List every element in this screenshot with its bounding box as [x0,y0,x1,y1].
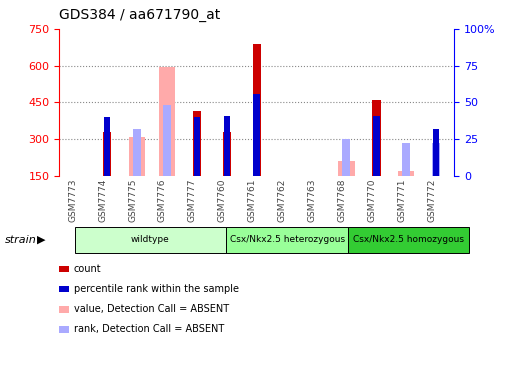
Text: strain: strain [5,235,37,245]
Bar [129,137,146,176]
Text: ▶: ▶ [37,235,45,245]
Text: wildtype: wildtype [131,235,170,244]
Bar [163,105,171,176]
Bar [338,161,354,176]
Bar [223,116,230,176]
Text: rank, Detection Call = ABSENT: rank, Detection Call = ABSENT [74,324,224,335]
Bar [103,132,111,176]
Text: count: count [74,264,102,274]
Bar [432,144,440,176]
Text: GDS384 / aa671790_at: GDS384 / aa671790_at [59,8,221,22]
Bar [222,132,231,176]
Text: Csx/Nkx2.5 homozygous: Csx/Nkx2.5 homozygous [353,235,464,244]
Bar [432,143,440,176]
Bar [398,171,414,176]
Text: percentile rank within the sample: percentile rank within the sample [74,284,239,294]
Bar [253,94,260,176]
Bar [433,129,440,176]
Text: value, Detection Call = ABSENT: value, Detection Call = ABSENT [74,304,229,314]
Text: Csx/Nkx2.5 heterozygous: Csx/Nkx2.5 heterozygous [230,235,345,244]
Bar [402,143,410,176]
Bar [159,67,175,176]
Bar [104,117,110,176]
Bar [373,116,380,176]
Bar [252,44,261,176]
Bar [343,139,350,176]
Bar [133,129,141,176]
Bar [194,117,200,176]
Bar [372,100,380,176]
Bar [192,111,201,176]
